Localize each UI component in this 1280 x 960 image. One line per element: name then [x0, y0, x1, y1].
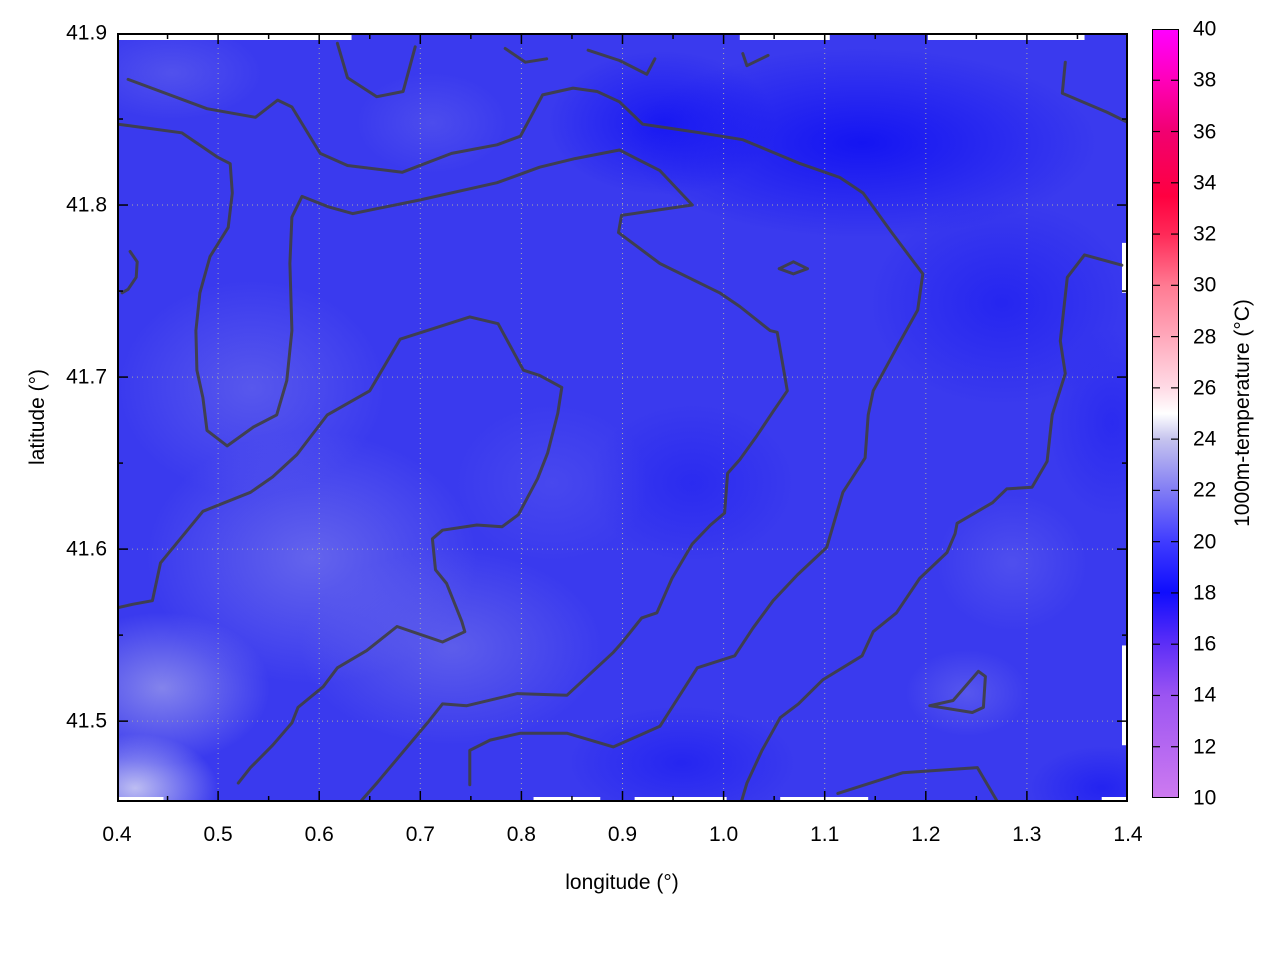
colorbar-tick-label: 32	[1193, 222, 1217, 246]
colorbar-tick-label: 14	[1193, 683, 1217, 707]
x-tick-label: 1.1	[810, 823, 840, 846]
y-tick-label: 41.8	[66, 193, 107, 217]
colorbar-gradient	[1153, 30, 1178, 797]
colorbar-tick-label: 12	[1193, 735, 1217, 759]
colorbar-tick-label: 26	[1193, 376, 1217, 400]
colorbar-tick-label: 18	[1193, 581, 1217, 605]
x-tick-label: 1.0	[708, 823, 739, 846]
x-tick-label: 0.9	[607, 823, 638, 846]
colorbar-tick-label: 28	[1193, 325, 1217, 349]
colorbar-tick-label: 30	[1193, 273, 1217, 297]
heatmap-plot-area	[117, 33, 1128, 802]
x-tick-label: 0.4	[102, 823, 132, 846]
colorbar-ticks-svg	[1152, 79, 1179, 748]
x-tick-label: 1.4	[1113, 823, 1143, 846]
plot-overlay-svg	[117, 33, 1128, 802]
y-tick-label: 41.5	[66, 709, 107, 733]
x-tick-label: 1.2	[911, 823, 941, 846]
colorbar-tick-label: 40	[1193, 17, 1217, 41]
colorbar-tick-label: 24	[1193, 427, 1217, 451]
y-tick-label: 41.6	[66, 537, 107, 561]
colorbar-tick-label: 34	[1193, 171, 1217, 195]
colorbar-tick-label: 22	[1193, 478, 1217, 502]
colorbar-tick-label: 10	[1193, 786, 1217, 810]
y-tick-label: 41.7	[66, 365, 107, 389]
y-axis-title: latitude (°)	[26, 369, 49, 465]
colorbar	[1152, 29, 1179, 798]
colorbar-title: 1000m-temperature (°C)	[1231, 299, 1254, 527]
colorbar-tick-label: 36	[1193, 120, 1217, 144]
colorbar-tick-label: 38	[1193, 68, 1217, 92]
x-tick-label: 0.6	[304, 823, 334, 846]
x-tick-label: 0.5	[203, 823, 233, 846]
x-axis-title: longitude (°)	[565, 871, 679, 894]
colorbar-tick-label: 20	[1193, 530, 1217, 554]
x-tick-label: 0.8	[506, 823, 536, 846]
colorbar-tick-label: 16	[1193, 632, 1217, 656]
y-tick-label: 41.9	[66, 21, 107, 45]
x-tick-label: 1.3	[1012, 823, 1042, 846]
x-tick-label: 0.7	[405, 823, 435, 846]
